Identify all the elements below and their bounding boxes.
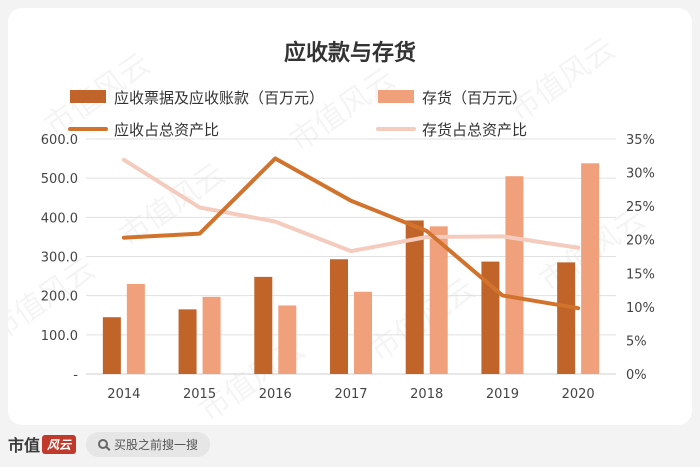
bar-0-2018	[405, 220, 424, 374]
right-tick-0: 0%	[626, 368, 647, 383]
search-text: 买股之前搜一搜	[114, 437, 199, 452]
right-tick-2: 10%	[626, 301, 655, 316]
x-tick-2014: 2014	[107, 387, 140, 402]
watermark-text-2: 市值风云	[283, 61, 401, 158]
chart-title: 应收款与存货	[284, 40, 416, 66]
bar-0-2016	[254, 276, 273, 374]
footer: 市值 风云 买股之前搜一搜	[8, 428, 308, 460]
bar-1-2015	[202, 296, 221, 374]
brand-logo[interactable]: 市值 风云	[8, 432, 77, 456]
left-tick-5: 500.0	[41, 172, 78, 187]
left-tick-1: 100.0	[41, 329, 78, 344]
legend-label-2: 应收占总资产比	[114, 121, 219, 139]
left-tick-3: 300.0	[41, 251, 78, 266]
line-series-1	[121, 157, 581, 254]
x-tick-2016: 2016	[259, 387, 292, 402]
bar-1-2014	[126, 283, 145, 374]
bar-0-2017	[330, 259, 348, 374]
legend-swatch-0	[70, 90, 106, 103]
chart-card: 市值风云市值风云市值风云市值风云市值风云市值风云市值风云市值风云应收款与存货-1…	[0, 8, 692, 429]
x-tick-2018: 2018	[410, 387, 443, 402]
brand-mark: 风云	[42, 434, 77, 454]
right-tick-1: 5%	[626, 334, 647, 349]
bar-1-2020	[581, 163, 600, 374]
chart-svg: 市值风云市值风云市值风云市值风云市值风云市值风云市值风云市值风云应收款与存货-1…	[0, 31, 655, 428]
right-tick-4: 20%	[626, 234, 655, 249]
legend-label-1: 存货（百万元）	[422, 89, 527, 107]
watermark-text-4: 市值风云	[503, 31, 621, 128]
left-tick-2: 200.0	[41, 290, 78, 305]
legend-swatch-1	[378, 90, 414, 103]
x-tick-2015: 2015	[183, 387, 216, 402]
search-pill[interactable]: 买股之前搜一搜	[86, 431, 211, 457]
right-tick-5: 25%	[626, 200, 655, 215]
right-tick-3: 15%	[626, 267, 655, 282]
legend-label-3: 存货占总资产比	[422, 121, 527, 139]
legend-label-0: 应收票据及应收账款（百万元）	[114, 89, 324, 107]
left-tick-4: 400.0	[41, 211, 78, 226]
bar-0-2014	[102, 317, 121, 374]
brand-text: 市值	[8, 436, 41, 455]
bar-1-2018	[429, 226, 448, 374]
right-tick-6: 30%	[626, 167, 655, 182]
bar-0-2020	[557, 262, 576, 374]
search-icon	[98, 439, 109, 449]
x-tick-2017: 2017	[334, 387, 367, 402]
watermark-text-1: 市值风云	[113, 156, 231, 253]
bar-1-2019	[505, 176, 524, 374]
x-tick-2020: 2020	[562, 387, 595, 402]
bar-1-2016	[278, 305, 297, 374]
line-series-0	[121, 156, 581, 311]
x-tick-2019: 2019	[486, 387, 519, 402]
left-tick-0: -	[73, 368, 78, 383]
right-tick-7: 35%	[626, 133, 655, 148]
bar-0-2015	[178, 309, 197, 374]
bar-1-2017	[354, 291, 372, 374]
left-tick-6: 600.0	[41, 133, 78, 148]
